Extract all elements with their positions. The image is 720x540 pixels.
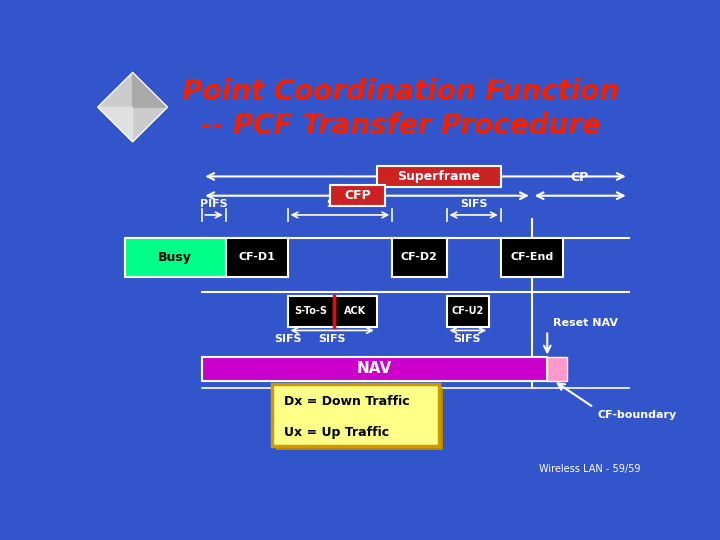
- Text: SIFS: SIFS: [454, 334, 481, 345]
- Bar: [225, 238, 287, 276]
- Bar: [125, 238, 225, 276]
- Text: SIFS: SIFS: [325, 199, 354, 209]
- Text: Reset NAV: Reset NAV: [554, 318, 618, 328]
- Text: ACK: ACK: [344, 306, 366, 316]
- Text: CF-boundary: CF-boundary: [598, 410, 677, 420]
- Text: Ux = Up Traffic: Ux = Up Traffic: [284, 426, 389, 438]
- Text: Point Coordination Function: Point Coordination Function: [181, 78, 618, 106]
- Text: S-To-S: S-To-S: [294, 306, 328, 316]
- Bar: [392, 238, 446, 276]
- Text: CFP: CFP: [344, 189, 371, 202]
- Bar: [276, 388, 443, 450]
- Bar: [446, 296, 489, 327]
- Bar: [272, 384, 438, 446]
- Text: NAV: NAV: [357, 361, 392, 376]
- Bar: [334, 296, 377, 327]
- Bar: [330, 185, 384, 206]
- Polygon shape: [98, 107, 132, 142]
- Text: CF-U2: CF-U2: [451, 306, 484, 316]
- Polygon shape: [98, 72, 168, 142]
- Text: -- PCF Transfer Procedure: -- PCF Transfer Procedure: [199, 112, 600, 140]
- Text: CF-D1: CF-D1: [238, 252, 275, 262]
- Text: SIFS: SIFS: [318, 334, 346, 345]
- Bar: [500, 238, 563, 276]
- Text: Busy: Busy: [158, 251, 192, 264]
- Text: Superframe: Superframe: [397, 170, 480, 183]
- Text: CF-End: CF-End: [510, 252, 554, 262]
- Bar: [202, 357, 547, 381]
- Bar: [547, 357, 567, 381]
- Text: SIFS: SIFS: [460, 199, 487, 209]
- Polygon shape: [132, 72, 168, 107]
- Bar: [377, 166, 500, 187]
- Text: Wireless LAN - 59/59: Wireless LAN - 59/59: [539, 464, 640, 475]
- Text: Dx = Down Traffic: Dx = Down Traffic: [284, 395, 410, 408]
- Text: SIFS: SIFS: [274, 334, 302, 345]
- Text: CF-D2: CF-D2: [401, 252, 438, 262]
- Bar: [287, 296, 334, 327]
- Text: PIFS: PIFS: [200, 199, 228, 209]
- Text: CP: CP: [571, 171, 589, 184]
